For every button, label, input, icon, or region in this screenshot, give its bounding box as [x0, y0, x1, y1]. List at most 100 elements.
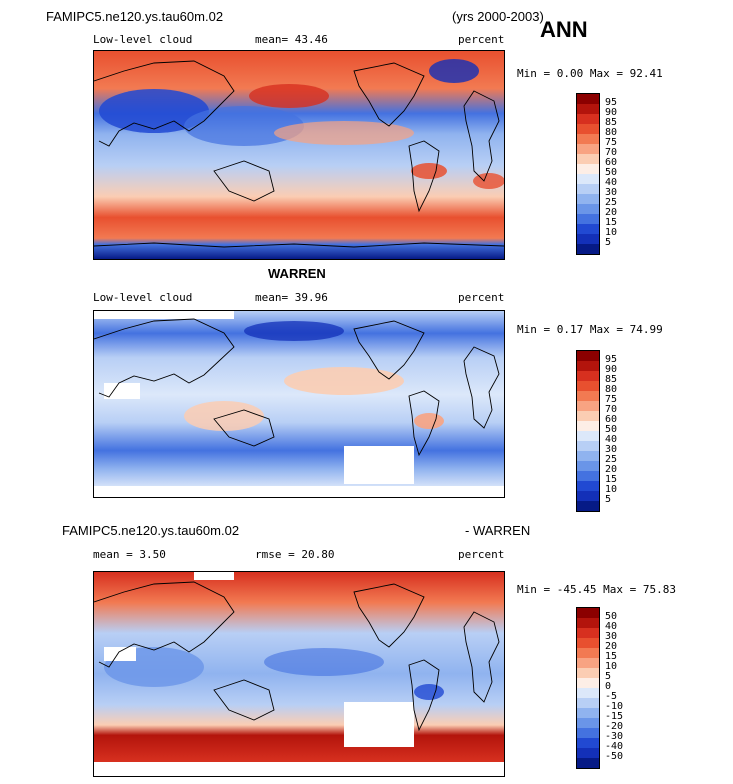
panel1-tick: 30	[605, 187, 618, 198]
colorbar-block	[577, 638, 599, 648]
colorbar-block	[577, 618, 599, 628]
colorbar-block	[577, 668, 599, 678]
panel1-tick: 5	[605, 237, 612, 248]
panel1-tick: 15	[605, 217, 618, 228]
panel2-field	[94, 311, 504, 497]
panel2-tick: 25	[605, 454, 618, 465]
panel3-rmse: rmse = 20.80	[255, 548, 335, 561]
colorbar-block	[577, 461, 599, 471]
colorbar-block	[577, 154, 599, 164]
panel2-variable: Low-level cloud	[93, 291, 193, 304]
colorbar-block	[577, 94, 599, 104]
colorbar-block	[577, 678, 599, 688]
panel1-variable: Low-level cloud	[93, 33, 193, 46]
panel1-tick: 40	[605, 177, 618, 188]
colorbar-block	[577, 608, 599, 618]
panel2-tick: 75	[605, 394, 618, 405]
panel2-missing-antarctic	[94, 486, 504, 497]
panel3-missing-tropics	[104, 647, 136, 661]
panel3-tick: 15	[605, 651, 618, 662]
panel1-map-svg	[94, 51, 504, 259]
panel1-units: percent	[458, 33, 505, 46]
panel3-tick: -5	[605, 691, 618, 702]
panel1-mean: mean= 43.46	[255, 33, 328, 46]
panel3-tick: 30	[605, 631, 618, 642]
panel2-title: WARREN	[268, 266, 326, 281]
colorbar-block	[577, 441, 599, 451]
colorbar-block	[577, 471, 599, 481]
panel3-map	[93, 571, 505, 777]
panel1-tick: 60	[605, 157, 618, 168]
panel1-field	[94, 51, 504, 259]
panel1-tick: 80	[605, 127, 618, 138]
colorbar-block	[577, 688, 599, 698]
panel1-tropics-low	[184, 106, 304, 146]
panel1-minmax: Min = 0.00 Max = 92.41	[517, 67, 663, 80]
panel2-map	[93, 310, 505, 498]
colorbar-block	[577, 351, 599, 361]
colorbar-block	[577, 104, 599, 114]
panel3-colorbar	[576, 607, 600, 769]
panel1-namibia-strato	[473, 173, 504, 189]
panel3-tick: -15	[605, 711, 624, 722]
panel2-arctic-low	[244, 321, 344, 341]
panel2-tick: 50	[605, 424, 618, 435]
panel1-npacific-high	[249, 84, 329, 108]
panel3-map-svg	[94, 572, 504, 776]
panel3-missing-antarctic	[94, 762, 504, 776]
panel2-tick: 80	[605, 384, 618, 395]
colorbar-block	[577, 391, 599, 401]
panel2-tick: 15	[605, 474, 618, 485]
panel2-missing-south	[344, 446, 414, 484]
years-label: (yrs 2000-2003)	[452, 9, 544, 24]
case-name-title: FAMIPC5.ne120.ys.tau60m.02	[46, 9, 224, 24]
panel1-tick: 85	[605, 117, 618, 128]
panel3-tick: -40	[605, 741, 624, 752]
colorbar-block	[577, 431, 599, 441]
colorbar-block	[577, 648, 599, 658]
colorbar-block	[577, 748, 599, 758]
colorbar-block	[577, 718, 599, 728]
panel2-peru-strato	[414, 413, 444, 429]
panel3-title-left: FAMIPC5.ne120.ys.tau60m.02	[62, 523, 240, 538]
colorbar-block	[577, 728, 599, 738]
panel2-tick: 40	[605, 434, 618, 445]
panel3-peru-neg	[414, 684, 444, 700]
panel2-units: percent	[458, 291, 505, 304]
panel2-tick: 70	[605, 404, 618, 415]
colorbar-block	[577, 708, 599, 718]
panel2-coastlines	[94, 318, 500, 457]
panel3-missing-north	[194, 572, 234, 580]
colorbar-block	[577, 174, 599, 184]
panel2-minmax: Min = 0.17 Max = 74.99	[517, 323, 663, 336]
panel2-tick: 60	[605, 414, 618, 425]
colorbar-block	[577, 361, 599, 371]
colorbar-block	[577, 234, 599, 244]
panel2-tick: 20	[605, 464, 618, 475]
panel1-tick: 20	[605, 207, 618, 218]
panel1-peru-strato	[411, 163, 447, 179]
colorbar-block	[577, 371, 599, 381]
panel2-tick: 10	[605, 484, 618, 495]
colorbar-block	[577, 124, 599, 134]
panel3-tick: -30	[605, 731, 624, 742]
panel3-pacific-neg	[264, 648, 384, 676]
panel3-tick: 5	[605, 671, 612, 682]
panel1-greenland-low	[429, 59, 479, 83]
panel2-tick: 85	[605, 374, 618, 385]
colorbar-block	[577, 628, 599, 638]
panel3-tick: -50	[605, 751, 624, 762]
panel2-tick: 5	[605, 494, 612, 505]
colorbar-block	[577, 738, 599, 748]
panel2-tick: 30	[605, 444, 618, 455]
colorbar-block	[577, 501, 599, 511]
panel3-tick: 10	[605, 661, 618, 672]
panel1-tick: 10	[605, 227, 618, 238]
panel3-minmax: Min = -45.45 Max = 75.83	[517, 583, 676, 596]
panel2-tick: 90	[605, 364, 618, 375]
panel3-tick: 0	[605, 681, 612, 692]
colorbar-block	[577, 411, 599, 421]
panel2-missing-tropics	[104, 383, 140, 399]
panel1-tick: 50	[605, 167, 618, 178]
colorbar-block	[577, 224, 599, 234]
